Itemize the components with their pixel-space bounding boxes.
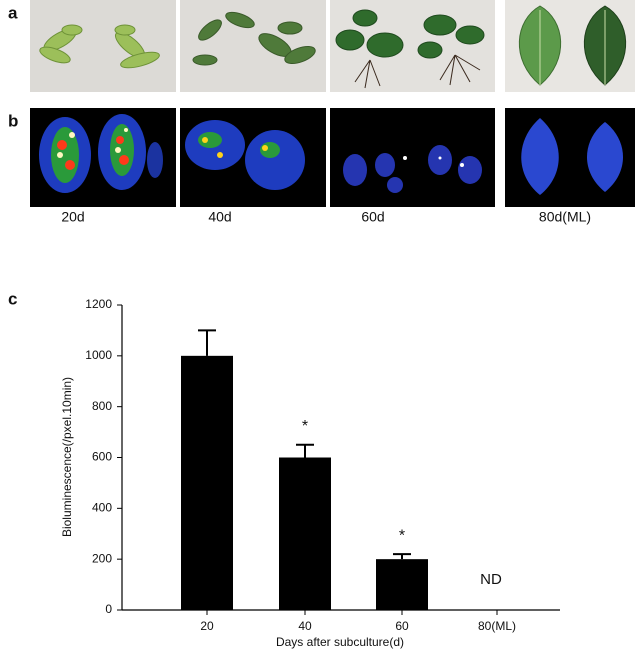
bar <box>279 457 331 610</box>
x-tick-label: 80(ML) <box>478 619 516 633</box>
image-caption: 20d <box>61 209 84 225</box>
error-bar <box>296 443 314 458</box>
image-caption: 80d(ML) <box>539 209 591 225</box>
y-tick-label: 0 <box>105 602 112 616</box>
bar <box>181 355 233 610</box>
x-tick-label: 20 <box>200 619 214 633</box>
x-axis-label: Days after subculture(d) <box>276 635 404 649</box>
y-tick-label: 1200 <box>85 297 112 311</box>
photo-row-a <box>30 0 635 92</box>
photo-row-b <box>30 108 635 207</box>
panel-label: c <box>8 289 17 308</box>
y-tick-label: 1000 <box>85 348 112 362</box>
bar <box>376 559 428 610</box>
annotation: * <box>302 418 308 435</box>
y-tick-label: 600 <box>92 450 112 464</box>
image-caption: 40d <box>208 209 231 225</box>
panel-label: b <box>8 111 18 130</box>
y-axis-label: Bioluminescence(/pxel.10min) <box>60 377 74 537</box>
error-bar <box>198 329 216 356</box>
panel-label: a <box>8 3 18 22</box>
y-tick-label: 800 <box>92 399 112 413</box>
y-tick-label: 400 <box>92 501 112 515</box>
x-tick-label: 60 <box>395 619 409 633</box>
error-bar <box>393 553 411 560</box>
x-tick-label: 40 <box>298 619 312 633</box>
image-caption: 60d <box>361 209 384 225</box>
annotation: * <box>399 527 405 544</box>
annotation: ND <box>480 571 502 588</box>
y-tick-label: 200 <box>92 551 112 565</box>
